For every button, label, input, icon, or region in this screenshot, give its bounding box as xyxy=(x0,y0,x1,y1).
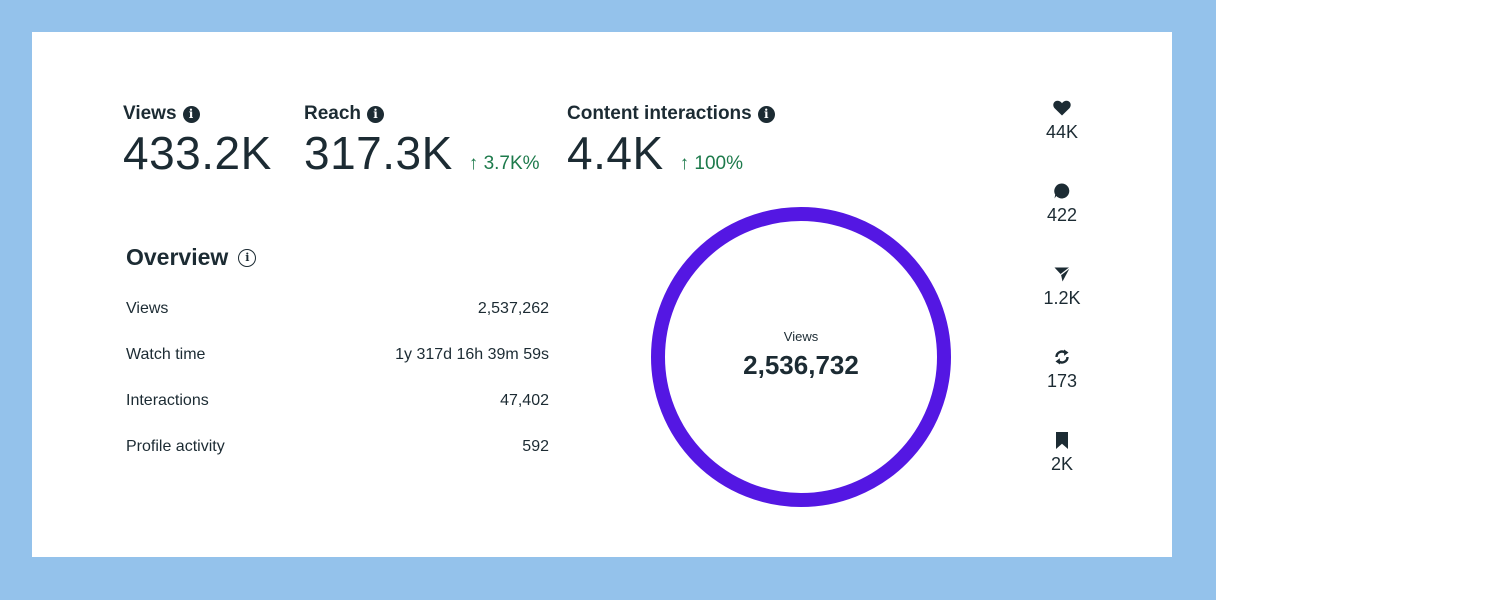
metric-interactions-label: Content interactions xyxy=(567,103,752,124)
metric-interactions: Content interactions i 4.4K ↑ 100% xyxy=(567,102,775,176)
views-donut-chart xyxy=(651,207,951,507)
stat-value: 44K xyxy=(1045,122,1079,142)
overview-row: Views 2,537,262 xyxy=(126,300,549,346)
donut-ring xyxy=(651,207,951,507)
info-icon[interactable]: i xyxy=(182,105,200,123)
overview-table: Views 2,537,262 Watch time 1y 317d 16h 3… xyxy=(126,300,549,484)
info-outline-icon[interactable]: i xyxy=(238,248,257,267)
overview-row-label: Views xyxy=(126,300,169,317)
metric-interactions-value: 4.4K xyxy=(567,127,664,179)
share-icon xyxy=(1054,266,1071,282)
overview-row-value: 592 xyxy=(522,438,549,455)
overview-row-label: Watch time xyxy=(126,346,206,363)
overview-row-value: 47,402 xyxy=(500,392,549,409)
comment-icon xyxy=(1054,183,1070,199)
donut-center: Views 2,536,732 xyxy=(650,206,952,508)
heart-icon xyxy=(1053,100,1071,116)
metric-reach-value: 317.3K xyxy=(304,127,453,179)
metric-views-label: Views xyxy=(123,103,177,124)
metric-views: Views i 433.2K xyxy=(123,102,272,176)
info-icon[interactable]: i xyxy=(757,105,775,123)
donut-label: Views xyxy=(783,329,819,344)
metric-reach: Reach i 317.3K ↑ 3.7K% xyxy=(304,102,540,176)
overview-row-value: 2,537,262 xyxy=(477,300,549,317)
overview-row-label: Interactions xyxy=(126,392,209,409)
repost-icon xyxy=(1055,349,1069,365)
overview-row: Profile activity 592 xyxy=(126,438,549,484)
stat-reposts: 173 xyxy=(1022,347,1102,430)
stat-likes: 44K xyxy=(1022,98,1102,181)
bookmark-icon xyxy=(1056,432,1068,449)
stat-value: 1.2K xyxy=(1043,288,1081,308)
stat-value: 173 xyxy=(1046,371,1078,391)
overview-row-value: 1y 317d 16h 39m 59s xyxy=(395,346,549,363)
stat-comments: 422 xyxy=(1022,181,1102,264)
metric-views-value: 433.2K xyxy=(123,127,272,179)
insights-card: Views i 433.2K Reach i 317.3K ↑ 3.7K% Co… xyxy=(32,32,1172,557)
metric-interactions-change: ↑ 100% xyxy=(679,153,744,174)
donut-value: 2,536,732 xyxy=(743,350,859,380)
info-icon[interactable]: i xyxy=(367,105,385,123)
stat-saves: 2K xyxy=(1022,430,1102,513)
metric-reach-label: Reach xyxy=(304,103,362,124)
overview-row: Watch time 1y 317d 16h 39m 59s xyxy=(126,346,549,392)
stat-shares: 1.2K xyxy=(1022,264,1102,347)
overview-title: Overview xyxy=(126,244,229,270)
overview-heading: Overview i xyxy=(126,244,257,271)
stat-value: 422 xyxy=(1046,205,1078,225)
metric-reach-change: ↑ 3.7K% xyxy=(468,153,540,174)
engagement-stats: 44K 422 1.2K 173 xyxy=(1022,98,1102,513)
overview-row: Interactions 47,402 xyxy=(126,392,549,438)
overview-row-label: Profile activity xyxy=(126,438,225,455)
stat-value: 2K xyxy=(1050,454,1074,474)
